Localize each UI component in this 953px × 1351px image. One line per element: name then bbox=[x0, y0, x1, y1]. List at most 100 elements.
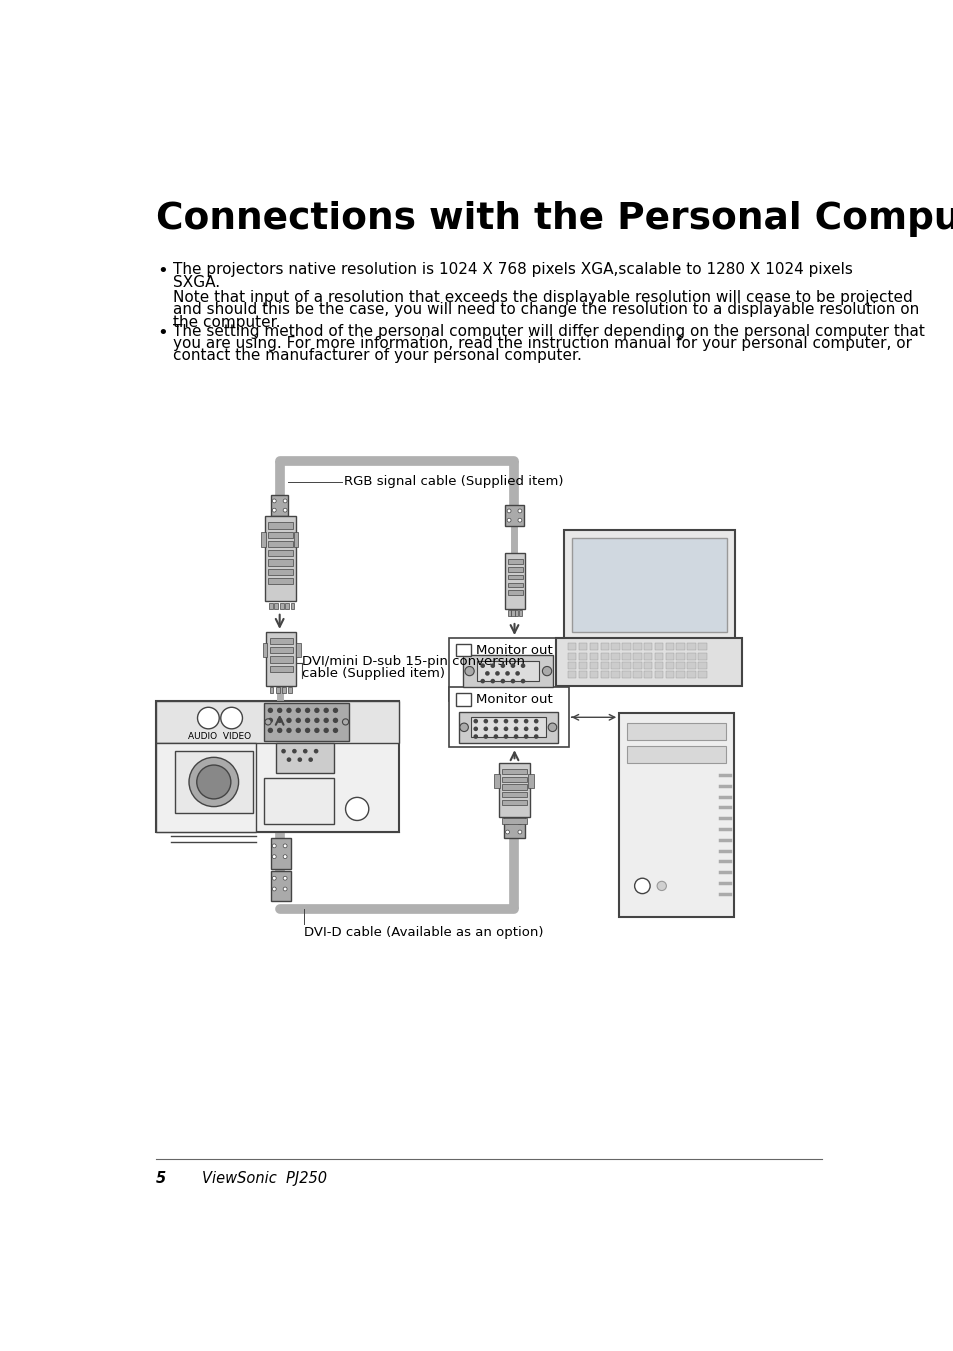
Bar bbox=[268, 532, 293, 538]
Bar bbox=[295, 643, 300, 657]
Circle shape bbox=[333, 708, 337, 713]
Bar bbox=[567, 671, 576, 678]
Bar bbox=[505, 505, 523, 526]
Circle shape bbox=[510, 678, 515, 684]
Bar bbox=[665, 671, 674, 678]
Circle shape bbox=[283, 508, 287, 512]
Bar bbox=[458, 712, 558, 743]
Bar bbox=[505, 554, 525, 609]
Circle shape bbox=[534, 719, 537, 723]
Text: •: • bbox=[157, 262, 168, 280]
Circle shape bbox=[480, 678, 484, 684]
Text: you are using. For more information, read the instruction manual for your person: you are using. For more information, rea… bbox=[172, 336, 911, 351]
Bar bbox=[511, 611, 514, 616]
Circle shape bbox=[505, 671, 509, 676]
Circle shape bbox=[513, 727, 517, 731]
Circle shape bbox=[303, 748, 307, 754]
Bar bbox=[456, 693, 471, 705]
Bar bbox=[567, 653, 576, 659]
Circle shape bbox=[490, 678, 495, 684]
Circle shape bbox=[283, 499, 287, 503]
Bar bbox=[665, 662, 674, 669]
Circle shape bbox=[333, 728, 337, 734]
Bar bbox=[556, 638, 741, 686]
Bar bbox=[264, 778, 334, 824]
Text: contact the manufacturer of your personal computer.: contact the manufacturer of your persona… bbox=[172, 349, 581, 363]
Circle shape bbox=[196, 765, 231, 798]
Circle shape bbox=[268, 717, 273, 723]
Bar bbox=[654, 671, 662, 678]
Bar bbox=[270, 638, 293, 644]
Circle shape bbox=[657, 881, 666, 890]
Bar bbox=[698, 643, 706, 650]
Circle shape bbox=[286, 758, 291, 762]
Bar bbox=[275, 688, 279, 693]
Bar bbox=[282, 688, 286, 693]
Circle shape bbox=[283, 844, 287, 848]
Circle shape bbox=[323, 728, 329, 734]
Circle shape bbox=[295, 717, 301, 723]
Circle shape bbox=[503, 734, 508, 739]
Bar bbox=[567, 662, 576, 669]
Circle shape bbox=[314, 708, 319, 713]
Bar bbox=[268, 569, 293, 574]
Bar bbox=[633, 643, 641, 650]
Bar bbox=[271, 494, 288, 516]
Bar bbox=[271, 870, 291, 901]
Circle shape bbox=[268, 728, 273, 734]
Bar bbox=[285, 603, 289, 609]
Circle shape bbox=[505, 821, 509, 824]
Bar bbox=[507, 590, 522, 594]
Bar bbox=[262, 643, 267, 657]
Circle shape bbox=[308, 758, 313, 762]
Text: Monitor out: Monitor out bbox=[476, 693, 552, 707]
Bar bbox=[686, 653, 695, 659]
Bar bbox=[268, 559, 293, 566]
Circle shape bbox=[333, 717, 337, 723]
Circle shape bbox=[507, 509, 511, 513]
Circle shape bbox=[189, 758, 238, 807]
Circle shape bbox=[283, 888, 287, 890]
Bar bbox=[270, 647, 293, 654]
Bar bbox=[504, 816, 524, 838]
Text: Monitor out: Monitor out bbox=[476, 644, 552, 657]
Bar bbox=[528, 774, 534, 788]
Circle shape bbox=[272, 877, 276, 880]
Circle shape bbox=[464, 666, 474, 676]
Bar bbox=[155, 701, 398, 832]
Circle shape bbox=[283, 877, 287, 880]
Bar bbox=[571, 538, 726, 632]
Bar bbox=[264, 703, 349, 742]
Circle shape bbox=[305, 717, 310, 723]
Circle shape bbox=[286, 717, 292, 723]
Circle shape bbox=[272, 855, 276, 859]
Circle shape bbox=[520, 678, 525, 684]
Bar bbox=[507, 567, 522, 571]
Circle shape bbox=[634, 878, 649, 893]
Circle shape bbox=[483, 727, 488, 731]
Bar bbox=[621, 671, 630, 678]
Circle shape bbox=[265, 719, 271, 725]
Bar bbox=[621, 662, 630, 669]
Circle shape bbox=[286, 728, 292, 734]
Bar bbox=[270, 666, 293, 671]
Circle shape bbox=[272, 499, 276, 503]
Bar bbox=[611, 671, 619, 678]
Bar bbox=[589, 671, 598, 678]
Circle shape bbox=[323, 717, 329, 723]
Bar bbox=[498, 763, 530, 816]
Bar bbox=[589, 643, 598, 650]
Bar bbox=[274, 603, 278, 609]
Circle shape bbox=[295, 708, 301, 713]
Bar bbox=[501, 769, 526, 774]
Circle shape bbox=[507, 519, 511, 521]
Bar bbox=[589, 653, 598, 659]
Circle shape bbox=[220, 708, 242, 728]
Bar bbox=[261, 532, 266, 547]
Circle shape bbox=[505, 830, 509, 834]
Bar bbox=[449, 638, 562, 701]
Bar bbox=[518, 611, 521, 616]
Bar bbox=[676, 643, 684, 650]
Circle shape bbox=[523, 719, 528, 723]
Text: AUDIO  VIDEO: AUDIO VIDEO bbox=[189, 732, 252, 740]
